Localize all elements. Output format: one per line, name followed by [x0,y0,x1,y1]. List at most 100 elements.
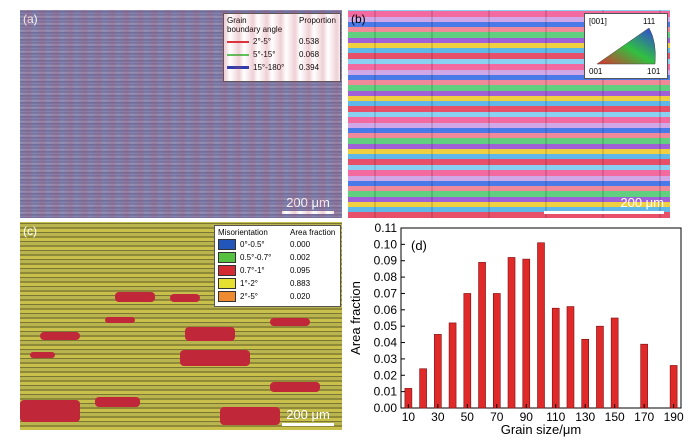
ipf-legend: [001] 111 001 101 [584,13,668,79]
y-axis-label: Area fraction [348,281,363,355]
misorientation-legend-swatch [218,278,236,289]
legend-header-angle: boundary angle [227,25,283,34]
panel-b-label: (b) [351,12,366,26]
grain-boundary-legend-value: 0.394 [299,63,320,72]
red-grain [270,382,320,392]
y-tick-label: 0.10 [374,237,398,251]
bar [669,365,678,409]
misorientation-legend-value: 0.095 [290,266,311,275]
ipf-corner-111: 111 [643,17,656,26]
misorientation-legend-row: 2°-5° 0.020 [218,290,337,303]
misorientation-legend-range: 0°-0.5° [240,240,265,249]
legend-header-proportion: Proportion [299,16,336,25]
misorientation-legend-value: 0.020 [290,292,311,301]
bar [448,322,457,409]
x-tick-label: 50 [461,410,475,424]
grain-boundary-legend-range: 2°-5° [253,37,271,46]
misorientation-legend: Misorientation Area fraction 0°-0.5° 0.00… [214,225,341,307]
bar [419,368,427,409]
bar [640,343,648,409]
grain-boundary-legend-value: 0.538 [299,37,320,46]
y-tick-label: 0.01 [374,385,398,399]
y-tick-label: 0.03 [374,352,398,366]
x-tick-label: 110 [546,410,565,424]
misorientation-legend-swatch [218,239,236,250]
bar [522,258,531,409]
grain-boundary-legend-swatch [227,66,249,69]
red-grain [170,294,200,302]
red-grain [180,350,250,366]
misorientation-legend-range: 0.7°-1° [240,266,265,275]
bar [507,257,516,409]
grain-boundary-legend-range: 15°-180° [253,63,285,72]
bar [551,307,560,409]
grain-boundary-legend-row: 15°-180° 0.394 [227,61,337,74]
misorientation-legend-range: 2°-5° [240,292,258,301]
misorientation-legend-row: 0°-0.5° 0.000 [218,238,337,251]
grain-boundary-legend-range: 5°-15° [253,50,276,59]
bar [596,325,604,409]
panel-d-label: (d) [411,238,427,253]
misorientation-legend-swatch [218,291,236,302]
ipf-corner-101: 101 [647,67,661,76]
red-grain [40,332,80,340]
panel-c-label: (c) [23,224,37,238]
x-tick-label: 70 [490,410,504,424]
ebsd-grain-boundary-map: (a) Grain boundary angle Proportion 2°-5… [20,10,342,218]
red-grain [30,352,55,358]
bar [434,334,442,409]
scale-label-c: 200 μm [286,407,330,422]
bar [478,262,486,409]
bar [566,306,575,409]
bar [581,338,590,409]
grain-boundary-legend-value: 0.068 [299,50,320,59]
x-tick-label: 90 [520,410,534,424]
misorientation-legend-swatch [218,252,236,263]
bar [537,242,545,409]
y-tick-label: 0.04 [374,336,398,350]
x-tick-label: 10 [402,410,416,424]
misorientation-legend-range: 1°-2° [240,279,258,288]
misorientation-legend-value: 0.002 [290,253,311,262]
x-tick-label: 190 [664,410,684,424]
misorientation-legend-value: 0.883 [290,279,311,288]
red-grain [95,397,140,407]
y-tick-label: 0.05 [374,319,398,333]
y-tick-label: 0.00 [374,401,398,415]
y-tick-label: 0.08 [374,270,398,284]
bar [610,317,619,409]
x-tick-label: 150 [605,410,625,424]
grain-size-bar-chart: 0.00 0.01 0.02 0.03 0.04 0.05 0.06 0.07 0.08 0.09… [348,221,684,437]
bar [463,293,472,409]
kam-map: (c) Misorientation Area fraction 0°-0.5°… [20,222,342,430]
legend-header-area-fraction: Area fraction [290,228,336,237]
scale-bar-c: 200 μm [282,407,334,426]
red-grain [20,400,80,422]
misorientation-legend-row: 0.7°-1° 0.095 [218,264,337,277]
panel-a-label: (a) [23,12,38,26]
misorientation-legend-swatch [218,265,236,276]
ipf-corner-001: 001 [589,67,603,76]
grain-boundary-legend-row: 5°-15° 0.068 [227,48,337,61]
y-tick-label: 0.06 [374,303,398,317]
y-tick-label: 0.07 [374,286,398,300]
grain-boundary-legend-row: 2°-5° 0.538 [227,35,337,48]
grain-boundary-legend-swatch [227,40,249,43]
red-grain [115,292,155,302]
scale-bar-a: 200 μm [282,195,334,214]
red-grain [220,407,280,425]
x-tick-label: 170 [634,410,654,424]
red-grain [105,317,135,323]
y-tick-label: 0.11 [375,221,398,235]
ebsd-ipf-map: (b) [001] 111 001 101 200 μm [348,10,670,218]
grain-boundary-legend: Grain boundary angle Proportion 2°-5° 0.5… [223,13,341,82]
x-tick-label: 130 [575,410,595,424]
misorientation-legend-row: 0.5°-0.7° 0.002 [218,251,337,264]
x-tick-label: 30 [431,410,445,424]
scale-bar-b: 200 μm [544,195,664,214]
scale-label-a: 200 μm [286,195,330,210]
red-grain [185,327,235,341]
misorientation-legend-row: 1°-2° 0.883 [218,277,337,290]
legend-header-grain: Grain [227,16,247,25]
ipf-title: [001] [589,17,607,26]
